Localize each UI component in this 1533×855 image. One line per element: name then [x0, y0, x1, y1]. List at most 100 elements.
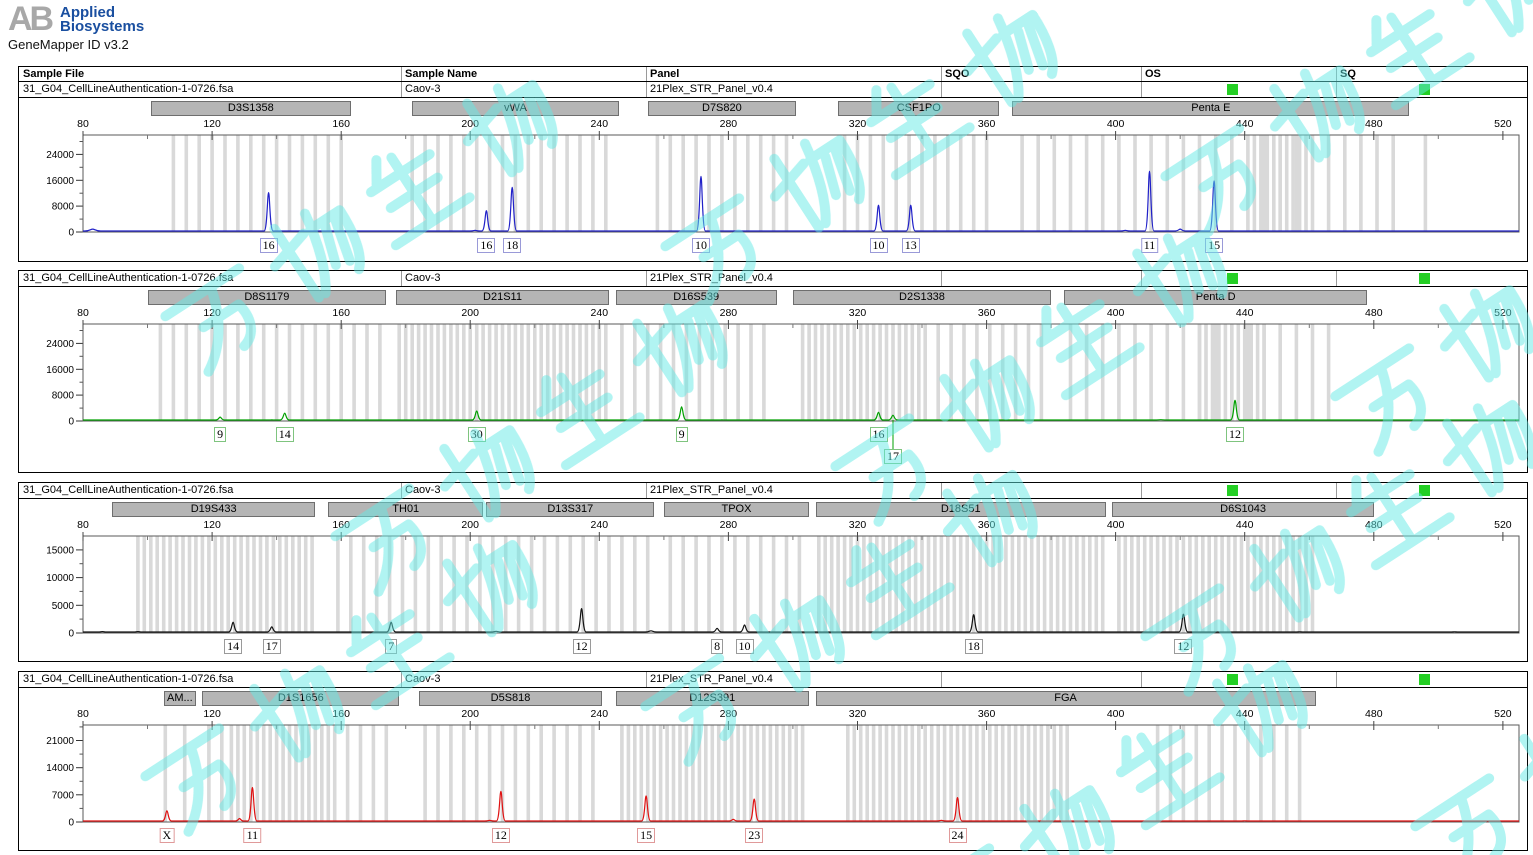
- allele-label[interactable]: 9: [214, 427, 227, 442]
- panel-sample-file[interactable]: 31_G04_CellLineAuthentication-1-0726.fsa: [23, 484, 234, 496]
- svg-text:15000: 15000: [46, 545, 74, 556]
- allele-label[interactable]: 30: [467, 427, 486, 442]
- allele-label[interactable]: 12: [1226, 427, 1244, 442]
- column-separator: [646, 271, 647, 286]
- column-header-sample-name[interactable]: Sample Name: [405, 68, 478, 80]
- svg-text:80: 80: [77, 307, 89, 319]
- allele-label[interactable]: 14: [275, 427, 294, 442]
- allele-label[interactable]: 9: [675, 427, 688, 442]
- svg-text:480: 480: [1365, 307, 1383, 319]
- svg-text:400: 400: [1107, 519, 1125, 531]
- svg-text:240: 240: [591, 519, 609, 531]
- svg-text:160: 160: [332, 708, 350, 720]
- svg-text:200: 200: [461, 118, 479, 130]
- svg-text:440: 440: [1236, 307, 1254, 319]
- marker-box-D19S433[interactable]: D19S433: [112, 502, 316, 517]
- svg-text:200: 200: [461, 708, 479, 720]
- svg-text:520: 520: [1494, 708, 1512, 720]
- svg-text:320: 320: [849, 519, 867, 531]
- svg-text:440: 440: [1236, 519, 1254, 531]
- allele-label[interactable]: 7: [385, 639, 398, 654]
- svg-text:240: 240: [591, 118, 609, 130]
- electropherogram-panel-3: 31_G04_CellLineAuthentication-1-0726.fsa…: [18, 482, 1528, 662]
- electropherogram-plot-2[interactable]: 80 120 160 200 240 280 320 360 400 440 480 520 0 8000…: [19, 271, 1527, 472]
- svg-text:360: 360: [978, 519, 996, 531]
- allele-label[interactable]: 15: [1205, 238, 1224, 253]
- svg-text:16000: 16000: [46, 365, 74, 376]
- column-header-sqo[interactable]: SQO: [945, 68, 970, 80]
- svg-text:280: 280: [720, 307, 738, 319]
- electropherogram-plot-4[interactable]: 80 120 160 200 240 280 320 360 400 440 480 520 0 7000…: [19, 672, 1527, 850]
- allele-label[interactable]: 8: [711, 639, 724, 654]
- svg-text:120: 120: [203, 307, 221, 319]
- svg-text:80: 80: [77, 519, 89, 531]
- allele-label[interactable]: 10: [692, 238, 710, 253]
- svg-text:520: 520: [1494, 519, 1512, 531]
- svg-text:120: 120: [203, 708, 221, 720]
- svg-text:10000: 10000: [46, 573, 74, 584]
- svg-text:24000: 24000: [46, 150, 74, 161]
- allele-label[interactable]: 10: [869, 238, 888, 253]
- column-header-sq[interactable]: SQ: [1340, 68, 1356, 80]
- allele-label[interactable]: 16: [259, 238, 278, 253]
- allele-label[interactable]: 10: [735, 639, 754, 654]
- svg-text:360: 360: [978, 708, 996, 720]
- svg-text:0: 0: [68, 629, 74, 640]
- ab-logo-mark: AB: [8, 0, 54, 38]
- dye-trace: [83, 170, 1519, 232]
- svg-text:0: 0: [68, 228, 74, 239]
- svg-text:400: 400: [1107, 708, 1125, 720]
- svg-text:8000: 8000: [52, 391, 75, 402]
- svg-text:280: 280: [720, 708, 738, 720]
- column-separator: [1141, 82, 1142, 97]
- allele-label[interactable]: 17: [262, 639, 281, 654]
- allele-label[interactable]: 18: [964, 639, 983, 654]
- svg-text:360: 360: [978, 307, 996, 319]
- column-separator: [1141, 67, 1142, 82]
- allele-label[interactable]: X: [159, 828, 175, 843]
- allele-label[interactable]: 14: [224, 639, 243, 654]
- allele-label[interactable]: 12: [1174, 639, 1193, 654]
- svg-text:160: 160: [332, 307, 350, 319]
- column-header-os[interactable]: OS: [1145, 68, 1161, 80]
- svg-text:320: 320: [849, 118, 867, 130]
- column-separator: [401, 67, 402, 82]
- column-separator: [646, 82, 647, 97]
- allele-label[interactable]: 23: [745, 828, 764, 843]
- column-separator: [1336, 67, 1337, 82]
- allele-label[interactable]: 18: [503, 238, 522, 253]
- allele-label[interactable]: 12: [491, 828, 510, 843]
- electropherogram-plot-1[interactable]: 80 120 160 200 240 280 320 360 400 440 480 520 0 8000…: [19, 82, 1527, 261]
- allele-label[interactable]: 11: [243, 828, 262, 843]
- svg-text:400: 400: [1107, 118, 1125, 130]
- column-header-panel[interactable]: Panel: [650, 68, 680, 80]
- svg-text:440: 440: [1236, 708, 1254, 720]
- column-separator: [646, 67, 647, 82]
- allele-label[interactable]: 15: [637, 828, 656, 843]
- electropherogram-plot-3[interactable]: 80 120 160 200 240 280 320 360 400 440 480 520 0 5000…: [19, 483, 1527, 661]
- allele-label[interactable]: 17: [884, 449, 902, 464]
- allele-label[interactable]: 12: [572, 639, 591, 654]
- column-separator: [941, 67, 942, 82]
- svg-text:80: 80: [77, 708, 89, 720]
- allele-label[interactable]: 13: [901, 238, 920, 253]
- svg-text:160: 160: [332, 519, 350, 531]
- brand-line-2: Biosystems: [60, 18, 145, 35]
- svg-text:14000: 14000: [46, 763, 74, 774]
- allele-label[interactable]: 16: [869, 427, 888, 442]
- allele-label[interactable]: 11: [1140, 238, 1159, 253]
- column-header-sample-file[interactable]: Sample File: [23, 68, 85, 80]
- allele-label[interactable]: 24: [948, 828, 967, 843]
- allele-label[interactable]: 16: [477, 238, 496, 253]
- svg-text:480: 480: [1365, 708, 1383, 720]
- electropherogram-panel-1: 31_G04_CellLineAuthentication-1-0726.fsa…: [18, 81, 1528, 262]
- svg-text:520: 520: [1494, 118, 1512, 130]
- svg-text:16000: 16000: [46, 176, 74, 187]
- svg-text:200: 200: [461, 519, 479, 531]
- svg-text:400: 400: [1107, 307, 1125, 319]
- svg-text:120: 120: [203, 519, 221, 531]
- svg-text:480: 480: [1365, 519, 1383, 531]
- svg-text:280: 280: [720, 519, 738, 531]
- svg-text:240: 240: [591, 708, 609, 720]
